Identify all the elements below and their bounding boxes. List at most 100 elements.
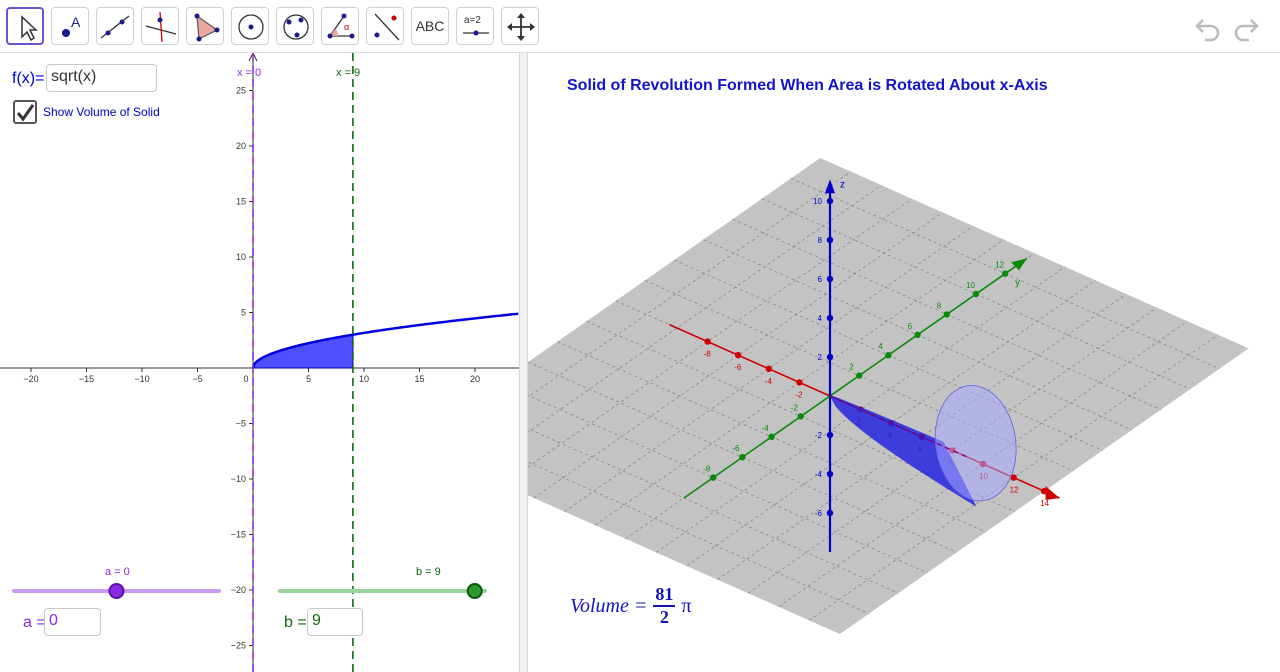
z-tick-dot: [826, 353, 834, 361]
x-tick-label-3d: 12: [1010, 486, 1019, 495]
line-icon: [100, 15, 130, 39]
z-tick-dot: [826, 470, 834, 478]
y-tick-label: 25: [236, 86, 246, 96]
y-tick-label: 20: [236, 141, 246, 151]
title-3d: Solid of Revolution Formed When Area is …: [567, 77, 1048, 94]
y-tick-dot: [768, 433, 775, 440]
xy-plane: [528, 158, 1249, 634]
perpendicular-line-icon: [145, 11, 177, 43]
y-tick-label-3d: 6: [908, 322, 913, 331]
show-volume-checkbox[interactable]: [13, 100, 37, 124]
input-a-field[interactable]: 0: [44, 608, 101, 636]
graphics-view-3d[interactable]: y-8-6-4-22468101214-8-6-4-224681012z1086…: [528, 53, 1280, 672]
z-tick-dot: [826, 236, 834, 244]
slider-tool-label: a=2: [464, 15, 481, 26]
x-tick-label-3d: -2: [795, 390, 803, 399]
show-volume-label[interactable]: Show Volume of Solid: [43, 105, 160, 119]
x-tick-dot: [704, 338, 711, 345]
input-a-label: a =: [23, 614, 46, 631]
function-input[interactable]: sqrt(x): [46, 64, 157, 92]
graphics-view-2d[interactable]: −20 −15 −10 −5 0 5 10 15 20 25 20 15 10 5 −5 −10 −15 −20 −…: [0, 53, 519, 672]
text-tool-button[interactable]: ABC: [411, 7, 449, 45]
move-arrows-icon: [507, 13, 535, 41]
y-tick-label-3d: 12: [995, 261, 1004, 270]
y-tick-dot: [885, 352, 892, 359]
checkmark-icon: [16, 104, 35, 122]
x-tick-label: 15: [414, 374, 424, 384]
z-tick-dot: [826, 197, 834, 205]
point-icon: [62, 29, 70, 37]
z-tick-label-3d: 10: [813, 197, 822, 206]
perpendicular-tool-button[interactable]: [141, 7, 179, 45]
move-tool-button[interactable]: [6, 7, 44, 45]
x-tick-label-3d: 14: [1040, 499, 1049, 508]
volume-formula: Volume = 81 2 π: [570, 584, 691, 628]
point-tool-button[interactable]: A: [51, 7, 89, 45]
grid-line: [528, 171, 851, 398]
slider-b[interactable]: [276, 580, 491, 602]
text-tool-label: ABC: [415, 18, 445, 34]
y-tick-dot: [710, 474, 717, 481]
slider-tool-button[interactable]: a=2: [456, 7, 494, 45]
z-tick-label-3d: 6: [818, 275, 823, 284]
y-tick-label: 10: [236, 252, 246, 262]
polygon-tool-button[interactable]: [186, 7, 224, 45]
conic-tool-button[interactable]: [276, 7, 314, 45]
slider-b-knob[interactable]: [466, 583, 483, 599]
input-b-label: b =: [284, 614, 307, 631]
y-tick-dot: [914, 331, 921, 338]
circle-center-tool-button[interactable]: [231, 7, 269, 45]
y-tick-label: −15: [231, 530, 246, 540]
y-tick-dot: [1002, 270, 1009, 277]
slider-a[interactable]: [10, 580, 225, 602]
z-tick-label-3d: -6: [815, 509, 823, 518]
y-tick-label-3d: 4: [878, 342, 883, 351]
grid-line: [747, 307, 1157, 594]
slider-a-label: a = 0: [105, 566, 130, 578]
circle-center-icon: [238, 14, 264, 40]
reflect-tool-button[interactable]: [366, 7, 404, 45]
solid-end-cap: [934, 385, 1017, 502]
y-axis-label: y: [1015, 277, 1020, 288]
z-tick-dot: [826, 314, 834, 322]
x-tick-dot: [735, 352, 742, 359]
slider-b-label: b = 9: [416, 566, 441, 578]
angle-tool-button[interactable]: α: [321, 7, 359, 45]
y-tick-label-3d: -2: [791, 403, 799, 412]
redo-icon[interactable]: [1231, 12, 1261, 42]
angle-icon: [327, 13, 355, 39]
toolbar: A α ABC a=2: [0, 0, 1280, 53]
slider-a-knob[interactable]: [108, 583, 125, 599]
arrow-cursor-icon: [21, 15, 38, 42]
volume-fraction: 81 2: [653, 584, 676, 628]
view-divider[interactable]: [519, 53, 528, 672]
input-b-field[interactable]: 9: [307, 608, 363, 636]
slider-icon: [463, 30, 489, 36]
line-tool-button[interactable]: [96, 7, 134, 45]
x-axis-arrow: [1045, 486, 1060, 500]
y-tick-label: −5: [236, 419, 246, 429]
shaded-region: [252, 334, 354, 369]
y-tick-label-3d: 8: [937, 301, 942, 310]
y-tick-label: −10: [231, 474, 246, 484]
grid-line: [717, 293, 1127, 580]
grid-line: [594, 239, 1004, 526]
y-tick-dot: [856, 372, 863, 379]
grid-line: [809, 334, 1219, 621]
x-tick-label: −20: [23, 374, 38, 384]
z-axis-label: z: [840, 179, 845, 190]
line-label-b: x = 9: [336, 67, 361, 79]
y-tick-label-3d: -4: [762, 424, 770, 433]
y-tick-label: −20: [231, 585, 246, 595]
z-tick-label-3d: 8: [818, 236, 823, 245]
point-tool-letter: A: [71, 14, 81, 30]
x-tick-label: 10: [359, 374, 369, 384]
x-tick-label-3d: -8: [704, 350, 712, 359]
undo-icon[interactable]: [1193, 12, 1223, 42]
x-tick-label: 0: [243, 374, 248, 384]
y-tick-label-3d: 10: [966, 281, 975, 290]
y-tick-label: −25: [231, 641, 246, 651]
move-view-tool-button[interactable]: [501, 7, 539, 45]
z-tick-label-3d: 4: [818, 314, 823, 323]
line-label-a: x = 0: [237, 67, 262, 79]
